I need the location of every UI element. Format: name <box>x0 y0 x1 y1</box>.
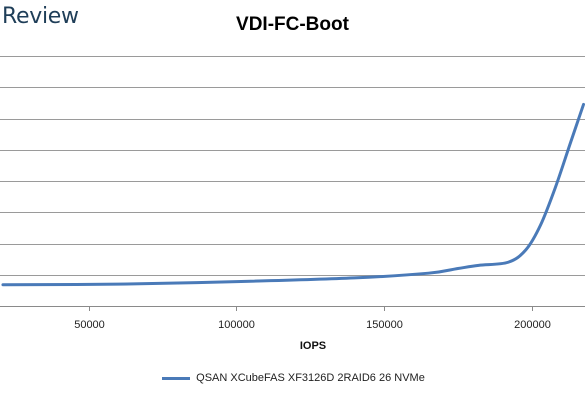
chart-legend: QSAN XCubeFAS XF3126D 2RAID6 26 NVMe <box>0 372 585 384</box>
legend-label: QSAN XCubeFAS XF3126D 2RAID6 26 NVMe <box>196 372 425 384</box>
chart-gridlines <box>0 56 585 276</box>
x-axis: 50000 100000 150000 200000 <box>0 306 585 331</box>
chart-series <box>1 102 585 287</box>
x-axis-label: IOPS <box>300 340 326 352</box>
x-tick-label: 200000 <box>514 319 551 331</box>
series-line-1 <box>1 102 585 287</box>
x-tick-label: 100000 <box>218 319 255 331</box>
chart-title: VDI-FC-Boot <box>236 14 349 35</box>
brand-logo-text: Review <box>2 4 79 29</box>
legend-swatch <box>162 376 191 380</box>
x-tick-label: 150000 <box>366 319 403 331</box>
x-tick-label: 50000 <box>74 319 105 331</box>
